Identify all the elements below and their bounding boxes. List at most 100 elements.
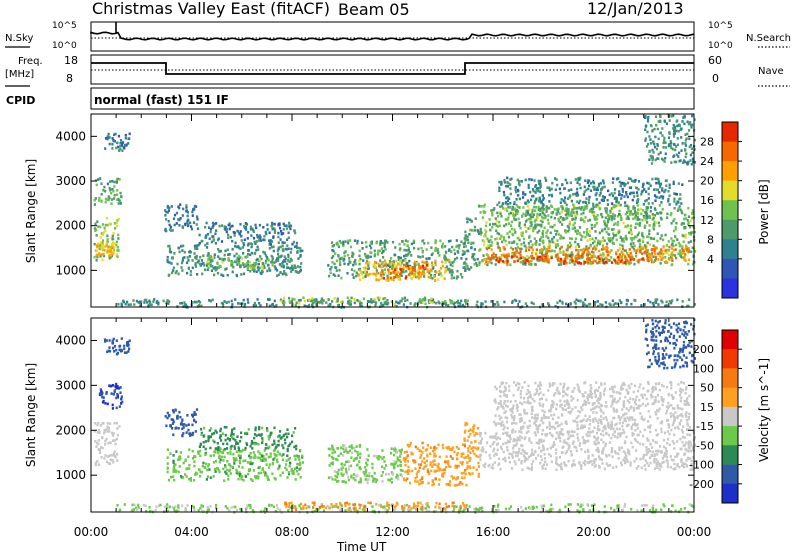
heatmap-cell: [235, 471, 238, 475]
heatmap-cell: [672, 182, 675, 185]
heatmap-cell: [127, 142, 130, 145]
heatmap-cell: [678, 205, 681, 208]
heatmap-cell: [187, 223, 190, 227]
heatmap-cell: [437, 300, 440, 304]
heatmap-cell: [490, 235, 493, 238]
heatmap-cell: [491, 213, 494, 217]
heatmap-cell: [415, 475, 419, 478]
heatmap-cell: [503, 193, 506, 197]
heatmap-cell: [411, 270, 414, 274]
heatmap-cell: [258, 223, 261, 227]
heatmap-cell: [111, 142, 114, 146]
heatmap-cell: [143, 301, 146, 304]
heatmap-cell: [370, 251, 373, 255]
heatmap-cell: [166, 260, 169, 264]
heatmap-cell: [133, 303, 136, 306]
heatmap-cell: [686, 219, 689, 222]
heatmap-cell: [532, 213, 535, 216]
heatmap-cell: [273, 261, 276, 264]
heatmap-cell: [213, 253, 216, 256]
heatmap-cell: [214, 429, 217, 433]
heatmap-cell: [505, 200, 508, 204]
heatmap-cell: [559, 234, 563, 238]
heatmap-cell: [209, 454, 212, 458]
heatmap-cell: [531, 194, 534, 198]
heatmap-cell: [593, 214, 596, 218]
heatmap-cell: [249, 460, 252, 464]
heatmap-cell: [594, 248, 597, 251]
heatmap-cell: [364, 478, 367, 481]
heatmap-cell: [463, 237, 466, 240]
heatmap-cell: [218, 257, 221, 261]
heatmap-cell: [216, 271, 220, 275]
heatmap-cell: [607, 189, 610, 193]
heatmap-cell: [497, 246, 500, 249]
heatmap-cell: [186, 211, 189, 214]
heatmap-cell: [520, 231, 523, 235]
heatmap-cell: [586, 253, 589, 257]
heatmap-cell: [518, 206, 521, 209]
heatmap-cell: [572, 211, 575, 214]
heatmap-cell: [671, 239, 674, 243]
heatmap-cell: [261, 426, 264, 430]
heatmap-cell: [451, 245, 454, 249]
heatmap-cell: [667, 249, 670, 252]
heatmap-cell: [356, 299, 359, 302]
heatmap-cell: [117, 249, 120, 252]
heatmap-cell: [649, 258, 652, 261]
heatmap-cell: [330, 241, 334, 244]
heatmap-cell: [443, 302, 446, 305]
heatmap-cell: [97, 439, 100, 442]
heatmap-cell: [227, 474, 230, 478]
heatmap-cell: [443, 271, 447, 274]
heatmap-cell: [498, 220, 501, 224]
heatmap-cell: [601, 229, 604, 233]
heatmap-cell: [629, 256, 632, 259]
heatmap-cell: [100, 182, 103, 186]
heatmap-cell: [419, 266, 422, 270]
heatmap-cell: [649, 154, 652, 158]
heatmap-cell: [291, 268, 294, 271]
heatmap-cell: [290, 270, 293, 273]
heatmap-cell: [608, 302, 611, 306]
heatmap-cell: [657, 180, 660, 184]
heatmap-cell: [662, 141, 665, 145]
heatmap-cell: [200, 431, 203, 435]
heatmap-cell: [283, 301, 286, 304]
heatmap-cell: [548, 186, 551, 190]
heatmap-cell: [595, 198, 598, 201]
heatmap-cell: [435, 271, 438, 274]
heatmap-cell: [647, 252, 650, 256]
heatmap-cell: [556, 301, 559, 305]
heatmap-cell: [206, 268, 209, 271]
heatmap-cell: [586, 258, 589, 262]
heatmap-cell: [328, 464, 331, 467]
heatmap-cell: [287, 432, 290, 436]
heatmap-cell: [366, 458, 369, 462]
heatmap-cell: [289, 462, 292, 465]
heatmap-cell: [175, 450, 178, 453]
heatmap-cell: [251, 267, 254, 270]
heatmap-cell: [112, 241, 115, 244]
heatmap-cell: [626, 259, 629, 262]
heatmap-cell: [205, 246, 209, 249]
heatmap-cell: [644, 199, 647, 203]
heatmap-cell: [332, 255, 335, 258]
heatmap-cell: [505, 196, 508, 200]
heatmap-cell: [430, 253, 433, 257]
heatmap-cell: [448, 271, 451, 274]
heatmap-cell: [362, 470, 365, 474]
heatmap-cell: [543, 257, 546, 260]
heatmap-cell: [525, 218, 528, 222]
heatmap-cell: [434, 241, 437, 245]
heatmap-cell: [365, 245, 368, 249]
heatmap-cell: [684, 236, 687, 239]
heatmap-cell: [542, 208, 545, 211]
heatmap-cell: [642, 236, 645, 239]
heatmap-cell: [379, 272, 382, 275]
heatmap-cell: [208, 255, 211, 258]
heatmap-cell: [232, 265, 235, 269]
heatmap-cell: [589, 261, 593, 264]
heatmap-cell: [344, 460, 348, 464]
heatmap-cell: [444, 261, 447, 264]
